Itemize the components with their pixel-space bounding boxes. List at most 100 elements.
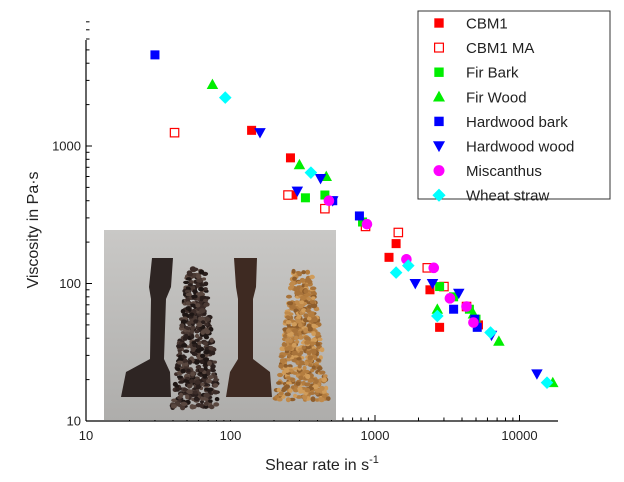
pellet [274,395,280,399]
data-point [444,293,456,304]
pellet [180,368,186,374]
pellet [195,303,201,308]
legend-marker [434,67,444,77]
pellet [314,331,321,337]
data-point [293,158,306,170]
pellet [182,387,188,392]
pellet [294,335,299,341]
pellet [309,341,316,346]
pellet [315,358,321,362]
pellet [289,397,296,402]
pellet [306,316,312,321]
pellet [284,311,290,315]
data-point [425,285,435,295]
pellet [285,376,291,380]
data-point [401,259,415,272]
pellet [311,303,317,309]
pellet [194,376,200,381]
y-axis-label: Viscosity in Pa·s [25,171,42,288]
pellet [283,364,288,368]
axes [85,40,558,422]
pellet [286,357,292,362]
pellet [190,347,197,352]
pellet [177,351,183,356]
pellet [297,304,304,309]
pellet [191,352,198,356]
pellet [207,361,212,366]
pellet [306,297,312,301]
pellet [287,353,292,358]
pellet [170,404,177,409]
data-point [384,252,394,262]
pellet [317,337,323,342]
legend-entry-label: Fir Bark [466,65,519,82]
pellet [189,318,196,324]
pellet [296,285,301,290]
pellet [178,380,185,384]
pellet [185,306,191,311]
pellet [303,327,309,333]
data-point [391,239,401,249]
x-axis-label: Shear rate in s-1 [265,454,379,474]
legend-marker [434,116,444,127]
pellet [208,404,215,410]
pellet [194,333,200,339]
data-point [304,166,318,179]
pellet [288,285,293,291]
data-point [361,218,373,230]
pellet [185,326,191,330]
pellet [183,349,190,354]
pellet [294,340,300,344]
pellet [188,280,194,285]
pellet [214,397,220,402]
pellet [194,338,200,342]
pellet [286,301,294,306]
pellet [295,291,301,296]
data-point [169,127,180,138]
pellet [196,296,201,301]
data-point [435,322,445,332]
pellet [304,387,311,393]
pellet [292,388,299,393]
pellet [199,308,206,314]
pellet [309,274,315,280]
pellet [213,378,220,382]
pellet [199,283,206,287]
pellet [191,341,197,345]
pellet [189,312,195,317]
data-point [320,203,330,214]
legend-entry-label: Hardwood bark [466,114,568,131]
pellet [292,276,297,281]
pellet [304,360,309,366]
pellet [290,281,296,285]
legend-entry-label: Wheat straw [466,188,550,205]
legend-marker [434,18,444,28]
pellet [304,382,311,387]
pellet [195,365,202,370]
pellet [203,382,209,387]
pellet [319,370,326,375]
data-point [431,309,444,323]
legend: CBM1 CBM1 MA Fir Bark Fir Wood Hardwood bark… [417,10,611,205]
pellet [176,360,184,365]
data-point [493,335,505,346]
dark-pellets [169,266,220,411]
pellet [284,338,292,343]
data-point [247,125,257,135]
pellet [195,384,202,389]
pellet [203,298,209,303]
pellet [199,295,204,301]
pellet [190,328,195,334]
data-point [461,301,472,312]
pellet [212,390,219,395]
pellet [185,277,192,281]
pellet [195,274,202,279]
pellet [292,371,298,375]
pellet [294,300,300,304]
data-point [449,304,459,314]
pellet [310,368,315,373]
pellet [203,392,210,398]
pellet [203,302,209,307]
legend-marker [432,90,446,102]
pellet [322,390,327,394]
